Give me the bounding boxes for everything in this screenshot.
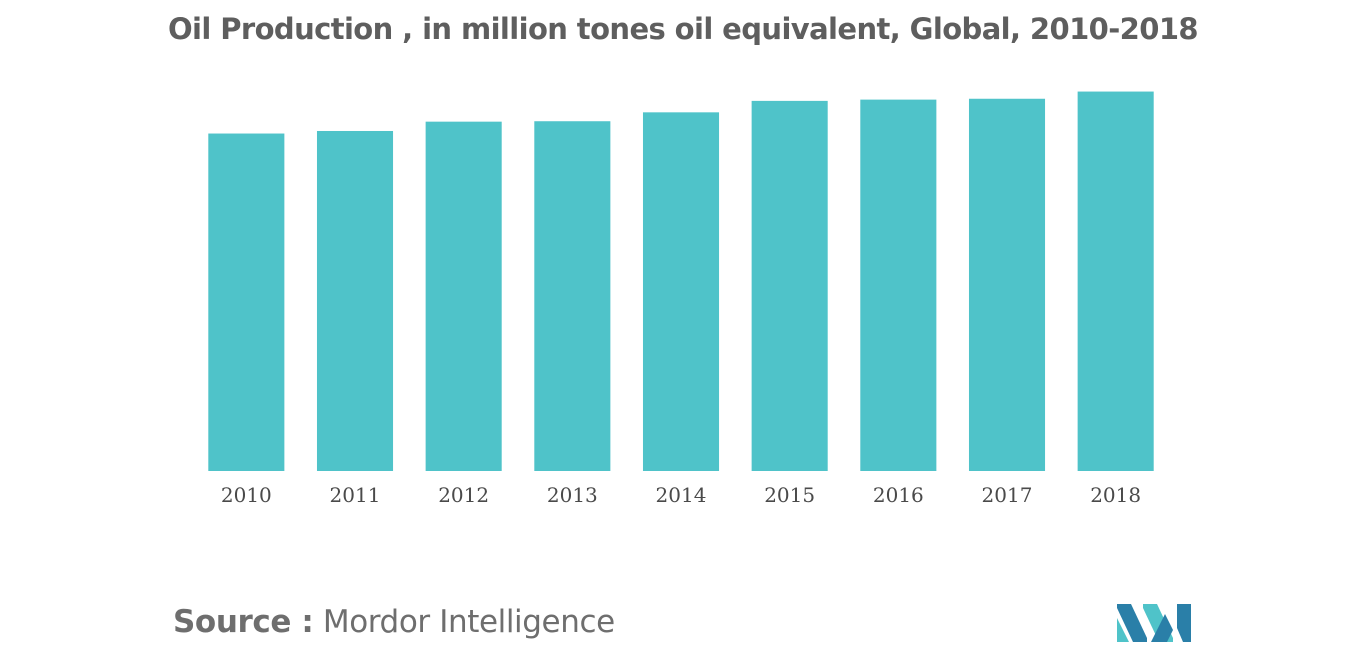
bar-2013 — [534, 121, 611, 471]
x-tick-label-2018: 2018 — [1090, 483, 1141, 507]
x-tick-label-2010: 2010 — [221, 483, 272, 507]
x-tick-label-2011: 2011 — [330, 483, 381, 507]
bar-chart: 2010 2011 2012 2013 2014 2015 2016 2017 2018 — [208, 91, 1154, 507]
logo-mid-dark — [1151, 614, 1173, 642]
x-tick-label-2016: 2016 — [873, 483, 924, 507]
bar-2012 — [425, 121, 502, 471]
x-tick-label-2017: 2017 — [982, 483, 1033, 507]
x-tick-label-2013: 2013 — [547, 483, 598, 507]
source-label: Source : — [173, 604, 314, 640]
chart-title: Oil Production , in million tones oil eq… — [168, 12, 1199, 46]
logo-left-stem — [1117, 618, 1129, 642]
bar-2015 — [751, 100, 828, 471]
mordor-intelligence-logo-icon — [1117, 604, 1191, 642]
x-tick-label-2012: 2012 — [438, 483, 489, 507]
bar-2018 — [1077, 91, 1154, 471]
logo-right-stem — [1177, 604, 1191, 642]
bar-2016 — [860, 99, 937, 472]
logo-left-shape — [1117, 604, 1147, 642]
source-attribution: Source : Mordor Intelligence — [173, 604, 615, 640]
bar-2014 — [642, 112, 720, 471]
bars-group — [208, 91, 1154, 472]
bar-2017 — [968, 98, 1046, 471]
bar-2010 — [208, 133, 285, 471]
source-name: Mordor Intelligence — [322, 604, 615, 640]
x-tick-label-2014: 2014 — [656, 483, 707, 507]
x-axis-tick-labels: 2010 2011 2012 2013 2014 2015 2016 2017 2018 — [221, 483, 1141, 507]
bar-2011 — [316, 130, 394, 472]
x-tick-label-2015: 2015 — [764, 483, 815, 507]
